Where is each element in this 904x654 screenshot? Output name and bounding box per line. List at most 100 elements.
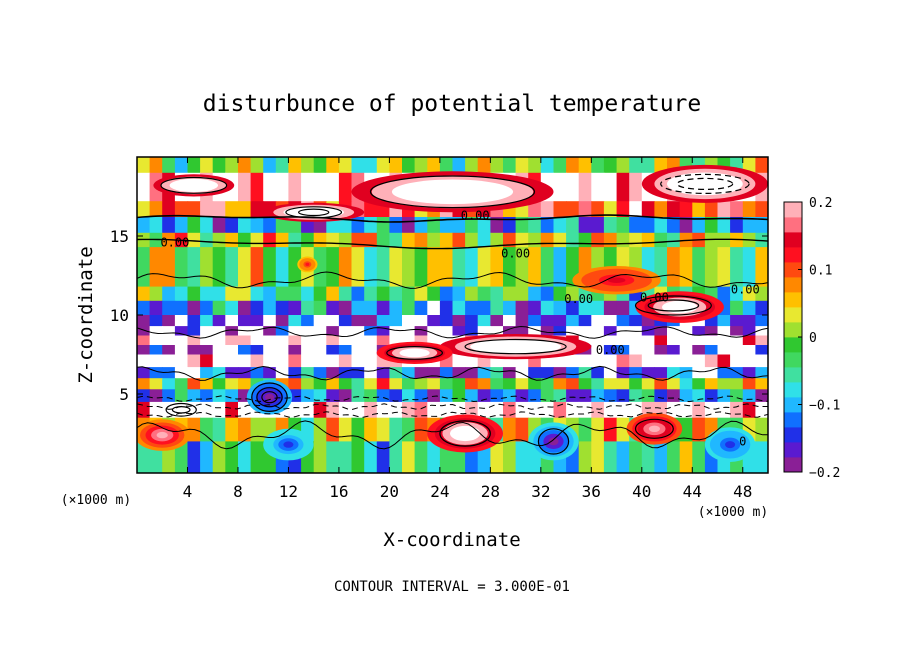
x-tick-label: 36	[582, 482, 601, 501]
field-cell	[603, 401, 618, 419]
field-cell	[351, 315, 365, 327]
field-cell	[301, 389, 315, 403]
field-cell	[212, 335, 226, 346]
field-cell	[540, 157, 554, 174]
field-cell	[578, 172, 592, 202]
field-cell	[578, 417, 592, 442]
contour-loop	[171, 405, 191, 414]
field-cell	[641, 354, 655, 368]
field-cell	[187, 345, 201, 356]
field-cell	[566, 232, 580, 248]
field-cell	[578, 326, 592, 337]
field-cell	[301, 326, 315, 337]
field-cell	[704, 201, 719, 218]
colorbar-swatch	[784, 367, 802, 383]
field-cell	[313, 232, 327, 248]
field-cell	[313, 247, 327, 288]
field-cell	[515, 367, 529, 379]
colorbar-swatch	[784, 322, 802, 338]
field-cell	[566, 286, 580, 302]
field-cell	[313, 354, 327, 368]
field-cell	[528, 232, 542, 248]
field-cell	[301, 354, 315, 368]
field-anomaly	[500, 344, 531, 350]
field-cell	[351, 354, 365, 368]
field-cell	[717, 401, 731, 419]
colorbar-swatch	[784, 232, 802, 248]
field-cell	[629, 367, 643, 379]
field-cell	[603, 300, 618, 316]
field-cell	[187, 157, 201, 174]
field-cell	[238, 157, 252, 174]
field-cell	[616, 300, 630, 316]
field-cell	[402, 232, 416, 248]
field-cell	[212, 232, 226, 248]
field-cell	[364, 326, 378, 337]
field-cell	[667, 201, 681, 218]
field-cell	[263, 217, 277, 234]
field-cell	[200, 389, 214, 403]
field-cell	[528, 378, 542, 390]
field-cell	[566, 315, 580, 327]
field-anomaly	[156, 431, 168, 439]
field-cell	[402, 300, 416, 316]
field-cell	[566, 172, 580, 202]
field-cell	[338, 354, 353, 368]
field-cell	[149, 300, 163, 316]
field-cell	[137, 326, 151, 337]
field-cell	[389, 232, 403, 248]
field-cell	[338, 286, 353, 302]
field-cell	[654, 232, 668, 248]
field-cell	[250, 367, 264, 379]
field-cell	[326, 354, 340, 368]
field-cell	[667, 389, 681, 403]
field-cell	[515, 378, 529, 390]
field-cell	[402, 326, 416, 337]
field-cell	[149, 157, 163, 174]
field-cell	[730, 401, 744, 419]
field-cell	[351, 232, 365, 248]
field-cell	[200, 286, 214, 302]
field-cell	[414, 378, 428, 390]
field-cell	[250, 300, 264, 316]
field-cell	[389, 335, 403, 346]
field-cell	[641, 315, 655, 327]
field-cell	[200, 354, 214, 368]
field-cell	[137, 315, 151, 327]
field-cell	[439, 217, 454, 234]
field-cell	[692, 354, 706, 368]
field-cell	[528, 401, 542, 419]
field-cell	[742, 217, 756, 234]
field-cell	[490, 232, 504, 248]
field-cell	[402, 441, 416, 473]
field-cell	[149, 315, 163, 327]
field-cell	[641, 441, 655, 473]
field-cell	[503, 389, 517, 403]
colorbar-swatch	[784, 352, 802, 368]
field-cell	[667, 367, 681, 379]
field-cell	[351, 389, 365, 403]
field-cell	[414, 157, 428, 174]
field-cell	[200, 335, 214, 346]
field-cell	[629, 345, 643, 356]
x-tick-label: 48	[733, 482, 752, 501]
field-cell	[717, 335, 731, 346]
field-cell	[515, 389, 529, 403]
field-cell	[730, 354, 744, 368]
field-cell	[566, 217, 580, 234]
field-cell	[364, 247, 378, 288]
field-cell	[364, 201, 378, 218]
field-cell	[654, 335, 668, 346]
y-axis-label: Z-coordinate	[75, 246, 97, 383]
field-cell	[755, 417, 768, 442]
field-cell	[755, 335, 768, 346]
field-cell	[439, 157, 454, 174]
x-axis-unit: (×1000 m)	[698, 505, 768, 520]
field-cell	[364, 286, 378, 302]
field-cell	[553, 201, 567, 218]
field-cell	[629, 201, 643, 218]
field-cell	[250, 315, 264, 327]
field-cell	[187, 378, 201, 390]
field-cell	[174, 335, 189, 346]
field-cell	[515, 300, 529, 316]
